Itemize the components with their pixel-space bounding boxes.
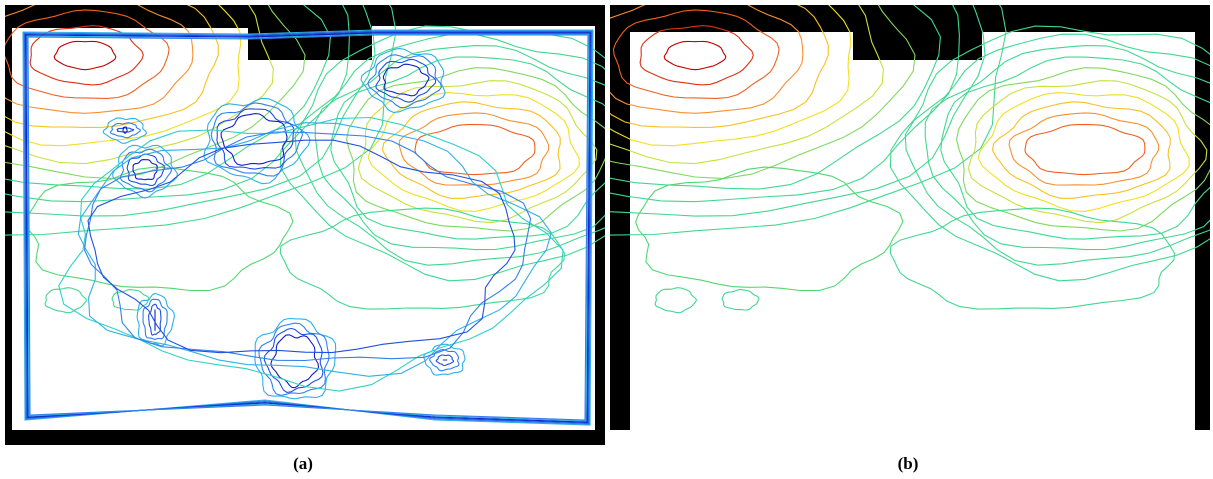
contour-line: [610, 5, 829, 128]
contour-line: [382, 63, 430, 97]
contour-line: [977, 92, 1190, 212]
contour-line: [263, 327, 324, 393]
contour-line: [1024, 124, 1146, 176]
contour-line: [5, 5, 350, 203]
contour-line: [5, 5, 274, 165]
contour-line: [258, 322, 330, 396]
contour-line: [889, 25, 1210, 282]
contour-line: [132, 159, 158, 181]
contour-line: [889, 207, 1176, 310]
contour-line: [5, 5, 219, 128]
contour-line: [367, 54, 442, 109]
contour-line: [111, 289, 150, 311]
contour-line: [83, 131, 532, 362]
contour-line: [5, 5, 306, 180]
contour-line: [381, 101, 561, 199]
contours: [5, 5, 605, 426]
contour-line: [967, 80, 1208, 224]
contour-line: [77, 122, 552, 377]
contour-line: [360, 47, 446, 113]
contour-line: [5, 5, 242, 147]
contour-line: [610, 5, 916, 180]
panel-a: [5, 5, 605, 445]
contour-line: [148, 303, 162, 336]
contour-line: [610, 5, 986, 217]
contour-line: [435, 354, 455, 367]
contour-line: [612, 9, 780, 99]
contour-line: [610, 5, 1007, 236]
contour-line: [58, 116, 564, 392]
contour-line: [220, 113, 288, 166]
contour-line: [610, 5, 884, 165]
contour-line: [27, 34, 589, 421]
contour-line: [721, 289, 760, 311]
contour-line: [956, 67, 1210, 232]
contour-line: [346, 67, 605, 232]
contour-line: [924, 45, 1210, 251]
contour-line: [1008, 112, 1160, 186]
contour-line: [102, 117, 148, 144]
floor-area: [630, 32, 1195, 430]
contour-line: [429, 348, 460, 372]
contour-line: [610, 5, 804, 114]
contour-line: [254, 317, 337, 400]
contour-line: [414, 124, 536, 176]
contour-line: [210, 102, 303, 177]
contour-line: [142, 298, 168, 340]
contour-line: [122, 126, 128, 134]
contour-line: [375, 58, 437, 103]
contour-line: [639, 25, 754, 86]
contour-line: [87, 139, 516, 354]
contour-line: [398, 112, 550, 186]
contour-line: [5, 5, 397, 236]
contour-line: [116, 127, 135, 133]
contour-line: [904, 33, 1210, 266]
contour-line: [423, 343, 466, 376]
contour-line: [279, 25, 605, 282]
panel-label: (b): [898, 454, 919, 473]
panel-label: (a): [293, 454, 313, 473]
contour-line: [610, 5, 960, 203]
contour-line: [654, 287, 697, 314]
contour-line: [53, 40, 117, 71]
contour-line: [357, 80, 598, 224]
contour-line: [109, 122, 141, 139]
contour-line: [610, 5, 852, 147]
contour-line: [216, 108, 295, 170]
contour-line: [279, 207, 566, 310]
contour-line: [367, 92, 580, 212]
contour-line: [44, 287, 87, 314]
contour-line: [126, 153, 165, 187]
contour-line: [136, 292, 175, 347]
contour-line: [5, 5, 194, 114]
contour-line: [610, 5, 941, 190]
contour-line: [635, 166, 904, 292]
contour-line: [663, 40, 727, 71]
floor-area: [12, 26, 595, 430]
contours: [610, 5, 1210, 314]
contour-line: [29, 25, 144, 86]
contour-line: [991, 101, 1171, 199]
contour-line: [5, 9, 170, 99]
contour-line: [5, 5, 331, 190]
panel-b: [610, 5, 1210, 430]
contour-line: [314, 45, 605, 251]
contour-line: [5, 5, 376, 217]
